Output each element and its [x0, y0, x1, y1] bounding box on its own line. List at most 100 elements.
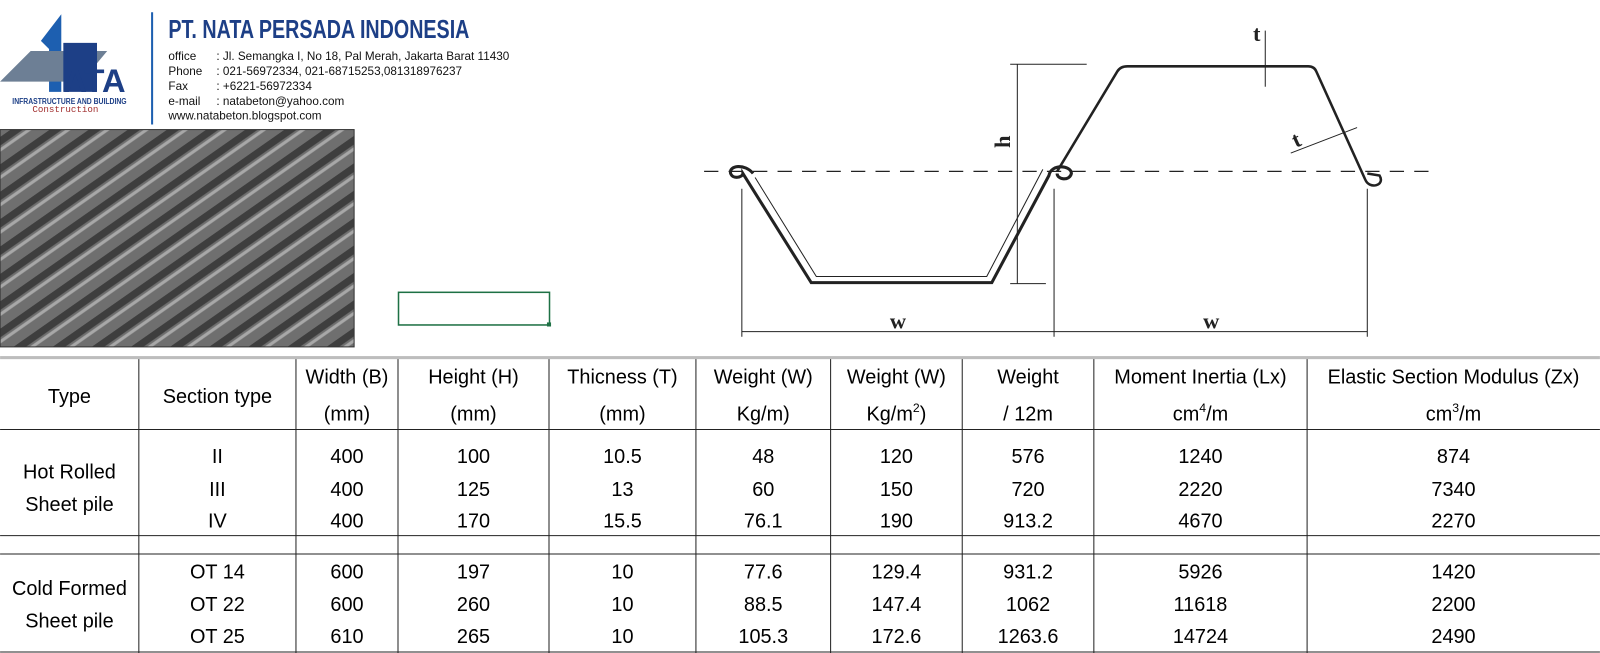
table-cell: 2270 [1431, 511, 1475, 533]
selected-cell [397, 291, 551, 326]
contact-label: e-mail [168, 95, 200, 108]
row-type: Sheet pile [25, 494, 113, 516]
table-cell: 129.4 [872, 562, 922, 584]
contact-label: Phone [168, 65, 202, 78]
table-cell: 600 [330, 594, 363, 616]
table-cell: 4670 [1178, 511, 1222, 533]
profile-diagram [704, 30, 1434, 337]
unit-base: cm [1173, 403, 1200, 425]
unit-tail: ) [920, 403, 927, 425]
column-unit: Kg/m) [737, 403, 790, 425]
column-unit: (mm) [599, 403, 645, 425]
unit-base: Kg/m) [737, 403, 790, 425]
column-header: Height (H) [428, 367, 519, 389]
unit-superscript: 2 [913, 401, 920, 415]
table-cell: 11618 [1174, 594, 1228, 616]
table-cell: 600 [330, 562, 363, 584]
table-cell: 2220 [1178, 479, 1222, 501]
column-header: Type [48, 386, 91, 408]
table-cell: 1420 [1431, 562, 1475, 584]
table-cell: 1263.6 [998, 626, 1059, 648]
table-cell: 105.3 [738, 626, 788, 648]
table-frame-top [0, 356, 1600, 360]
table-cell: III [209, 479, 226, 501]
table-cell: 120 [880, 446, 913, 468]
table-cell: 10 [611, 562, 633, 584]
unit-base: (mm) [599, 403, 645, 425]
table-cell: 931.2 [1003, 562, 1053, 584]
unit-tail: /m [1206, 403, 1228, 425]
table-cell: 170 [457, 511, 490, 533]
column-unit: (mm) [324, 403, 370, 425]
unit-superscript: 4 [1199, 401, 1206, 415]
column-header: Weight (W) [714, 367, 813, 389]
table-cell: OT 14 [190, 562, 245, 584]
table-cell: 147.4 [872, 594, 922, 616]
fill-handle [546, 322, 552, 327]
column-header: Weight [997, 367, 1059, 389]
table-cell: 1240 [1178, 446, 1222, 468]
table-cell: II [212, 446, 223, 468]
table-cell: 15.5 [603, 511, 642, 533]
table-cell: 1062 [1006, 594, 1050, 616]
contact-label: office [168, 50, 196, 63]
table-cell: 60 [752, 479, 774, 501]
width-label: w [890, 309, 907, 334]
unit-superscript: 3 [1452, 401, 1459, 415]
unit-base: (mm) [324, 403, 370, 425]
table-cell: 2490 [1431, 626, 1475, 648]
table-cell: 720 [1011, 479, 1044, 501]
table-cell: 5926 [1178, 562, 1222, 584]
column-header: Width (B) [306, 367, 389, 389]
table-cell: 913.2 [1003, 511, 1053, 533]
table-cell: 265 [457, 626, 490, 648]
column-unit: Kg/m2) [867, 401, 927, 425]
table-cell: OT 25 [190, 626, 245, 648]
table-cell: 13 [611, 479, 633, 501]
table-cell: 400 [330, 446, 363, 468]
table-cell: 7340 [1431, 479, 1475, 501]
width-label: w [1203, 309, 1220, 334]
column-unit: / 12m [1003, 403, 1053, 425]
contact-value: : 021-56972334, 021-68715253,08131897623… [216, 65, 462, 78]
table-cell: IV [208, 511, 228, 533]
row-type: Cold Formed [12, 578, 127, 600]
height-label: h [990, 135, 1015, 148]
table-cell: OT 22 [190, 594, 245, 616]
column-header: Moment Inertia (Lx) [1114, 367, 1286, 389]
table-cell: 77.6 [744, 562, 783, 584]
table-cell: 190 [880, 511, 913, 533]
table-cell: 88.5 [744, 594, 783, 616]
table-cell: 150 [880, 479, 913, 501]
table-cell: 10 [611, 594, 633, 616]
table-cell: 10 [611, 626, 633, 648]
logo-text: ATA [63, 62, 125, 99]
table-cell: 100 [457, 446, 490, 468]
row-type: Sheet pile [25, 610, 113, 632]
contact-value: : Jl. Semangka I, No 18, Pal Merah, Jaka… [216, 50, 509, 63]
table-cell: 48 [752, 446, 774, 468]
table-cell: 260 [457, 594, 490, 616]
table-cell: 2200 [1431, 594, 1475, 616]
unit-base: (mm) [450, 403, 496, 425]
column-header: Section type [163, 386, 272, 408]
table-cell: 400 [330, 479, 363, 501]
unit-base: cm [1426, 403, 1453, 425]
table-cell: 576 [1011, 446, 1044, 468]
table-cell: 400 [330, 511, 363, 533]
table-cell: 14724 [1173, 626, 1228, 648]
logo-subtitle: INFRASTRUCTURE AND BUILDING [12, 96, 126, 106]
contacts: office : Jl. Semangka I, No 18, Pal Merah… [167, 50, 509, 122]
photo [0, 129, 355, 348]
table-cell: 874 [1437, 446, 1470, 468]
company-name: PT. NATA PERSADA INDONESIA [168, 16, 469, 44]
unit-base: Kg/m [867, 403, 913, 425]
logo-tagline: Construction [32, 104, 98, 115]
table-cell: 76.1 [744, 511, 783, 533]
thickness-label: t [1287, 126, 1305, 152]
table-cell: 197 [457, 562, 490, 584]
table-cell: 172.6 [872, 626, 922, 648]
table-cell: 610 [330, 626, 363, 648]
